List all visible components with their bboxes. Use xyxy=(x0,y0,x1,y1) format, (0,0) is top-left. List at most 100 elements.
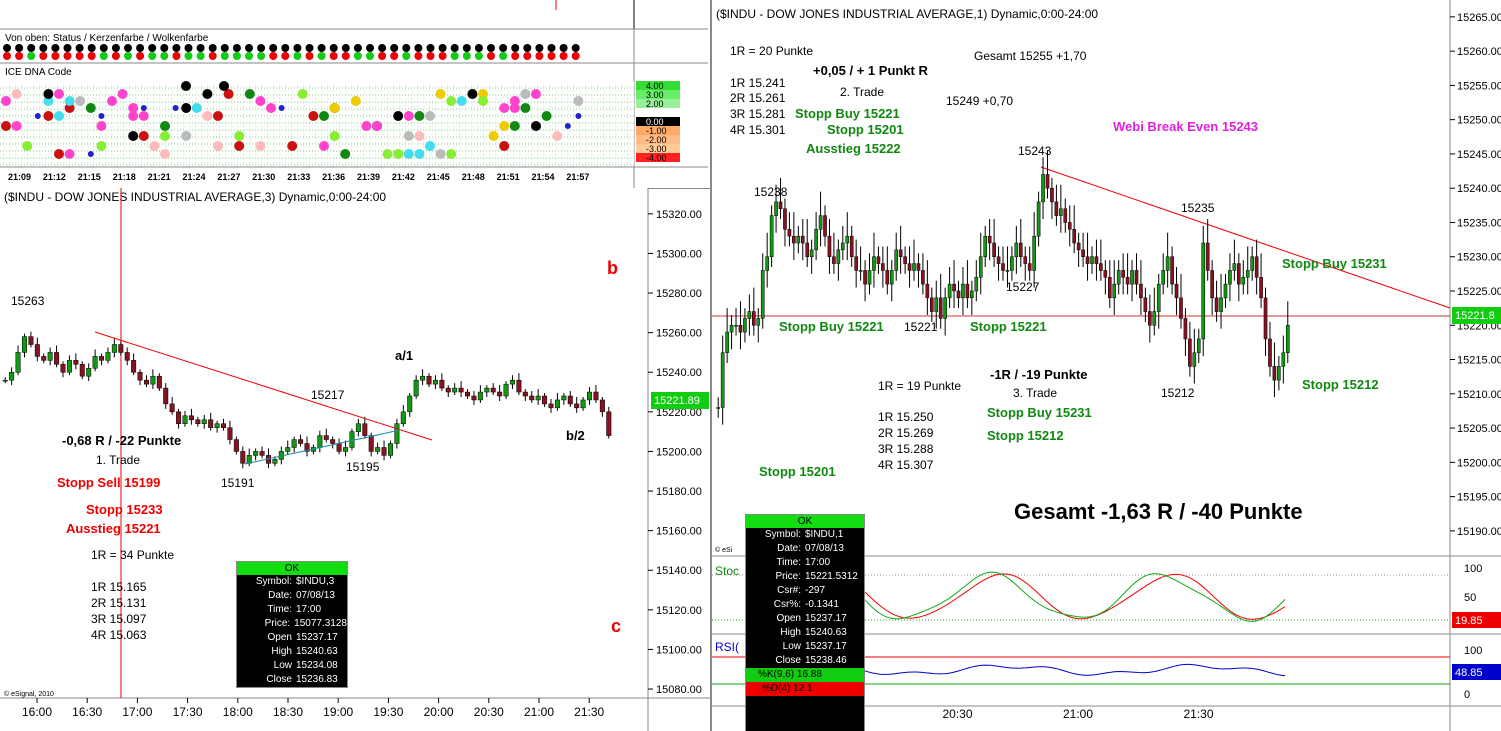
right-candle xyxy=(800,235,805,244)
time-tick-label: 21:36 xyxy=(322,172,345,182)
left-candle xyxy=(34,344,40,357)
dna-dot xyxy=(509,103,520,113)
right-candle xyxy=(858,270,863,272)
left-price-box xyxy=(651,392,709,409)
right-tooltip-row: Low 15237.17 xyxy=(746,640,864,654)
candle-color-dot xyxy=(535,52,544,60)
candle-color-dot xyxy=(124,52,132,60)
status-dot xyxy=(136,44,145,52)
left-tooltip-row: Open 15237.17 xyxy=(237,631,347,645)
right-candles xyxy=(716,150,1290,425)
right-candle xyxy=(1223,283,1228,299)
right-candle xyxy=(947,283,952,299)
left-candle xyxy=(349,431,355,448)
left-tooltip-key: Open xyxy=(267,632,292,643)
left-candle xyxy=(606,411,612,436)
right-candle xyxy=(1237,263,1241,285)
right-candle xyxy=(832,256,836,264)
status-dot xyxy=(414,44,423,52)
status-dot xyxy=(148,44,157,52)
left-x-tick-label: 17:30 xyxy=(173,705,203,719)
candle-color-dot xyxy=(511,52,520,60)
left-chart-svg[interactable]: ($INDU - DOW JONES INDUSTRIAL AVERAGE,3)… xyxy=(0,188,710,731)
gesamt-top: Gesamt 15255 +1,70 xyxy=(974,49,1087,63)
stop-buy-15221: Stopp Buy 15221 xyxy=(779,319,884,334)
candle-color-dot xyxy=(196,52,205,60)
dna-dot xyxy=(340,149,351,159)
right-candle xyxy=(809,249,814,257)
left-candle xyxy=(195,419,201,424)
dna-dot xyxy=(435,149,446,159)
dna-dot xyxy=(34,113,41,119)
candle-color-dot xyxy=(184,52,193,60)
left-candle xyxy=(394,423,400,444)
right-candle xyxy=(734,325,738,327)
candle-color-dot xyxy=(293,52,302,60)
left-candle xyxy=(548,403,554,409)
right-candle xyxy=(1090,256,1094,264)
left-y-tick-label: 15300.00 xyxy=(656,248,702,260)
trade1-label: 1. Trade xyxy=(96,453,140,467)
trade1-r3: 3R 15.097 xyxy=(91,612,147,626)
status-dot xyxy=(232,44,241,52)
right-candle xyxy=(760,270,765,319)
candle-color-dot xyxy=(571,52,580,60)
right-candle xyxy=(1085,256,1090,264)
rsi-axis-label: 100 xyxy=(1464,645,1482,657)
right-candle xyxy=(898,249,903,257)
right-chart-svg[interactable]: ($INDU - DOW JONES INDUSTRIAL AVERAGE,1)… xyxy=(712,0,1501,731)
right-candle xyxy=(765,256,769,271)
candle-color-dot xyxy=(390,52,399,60)
left-candle xyxy=(445,387,451,393)
dna-dot xyxy=(172,105,179,111)
candle-color-dot xyxy=(148,52,157,60)
dna-dot xyxy=(499,103,510,113)
dna-dot xyxy=(573,96,584,106)
right-candle xyxy=(1192,352,1197,367)
time-tick-label: 21:09 xyxy=(8,172,31,182)
right-candle xyxy=(1036,201,1041,237)
right-x-tick-label: 21:00 xyxy=(1063,707,1093,721)
right-candle xyxy=(983,235,988,257)
trade3-stopbuy: Stopp Buy 15231 xyxy=(987,405,1092,420)
right-price-box-text: 15221.8 xyxy=(1455,310,1495,322)
dna-dot xyxy=(403,131,414,141)
left-tooltip-row: High 15240.63 xyxy=(237,645,347,659)
status-dot xyxy=(390,44,399,52)
right-chart-pane[interactable]: ($INDU - DOW JONES INDUSTRIAL AVERAGE,1)… xyxy=(712,0,1501,731)
left-x-tick-label: 21:00 xyxy=(524,705,554,719)
dna-dot xyxy=(128,131,139,141)
trade2-r-size: 1R = 20 Punkte xyxy=(730,44,813,58)
left-candles xyxy=(2,331,612,469)
right-candle xyxy=(716,407,721,409)
right-candle xyxy=(996,256,1001,264)
right-trendline xyxy=(1040,166,1451,309)
dna-dot xyxy=(138,131,149,141)
status-dot xyxy=(317,44,326,52)
label-15227: 15227 xyxy=(1006,280,1040,294)
label-15249: 15249 +0,70 xyxy=(946,94,1013,108)
dna-dot xyxy=(446,149,457,159)
left-candle xyxy=(317,435,323,448)
candle-color-dot xyxy=(15,52,24,60)
left-tooltip-row: Price: 15077.3128 xyxy=(237,617,347,631)
right-y-axis: 15265.00 15260.00 15255.00 15250.00 15245.00… xyxy=(1450,12,1501,538)
dna-scale-box xyxy=(636,99,680,108)
trade2-stop: Stopp 15201 xyxy=(827,122,904,137)
left-tooltip-ok[interactable]: OK xyxy=(237,562,347,575)
left-candle xyxy=(73,360,79,365)
left-candle xyxy=(182,415,188,424)
stopp-15221: Stopp 15221 xyxy=(970,319,1047,334)
left-candle xyxy=(99,356,105,361)
dna-dot xyxy=(202,89,213,99)
right-y-tick-label: 15250.00 xyxy=(1457,115,1501,127)
right-candle xyxy=(881,263,885,271)
dna-dot xyxy=(499,121,510,131)
left-chart-pane[interactable]: ($INDU - DOW JONES INDUSTRIAL AVERAGE,3)… xyxy=(0,188,712,731)
trade1-stop-sell: Stopp Sell 15199 xyxy=(57,475,160,490)
right-candle xyxy=(894,249,899,271)
left-y-tick-label: 15160.00 xyxy=(656,526,702,538)
right-tooltip-ok[interactable]: OK xyxy=(746,515,864,528)
dna-dot xyxy=(64,103,75,113)
left-candle xyxy=(131,360,137,373)
